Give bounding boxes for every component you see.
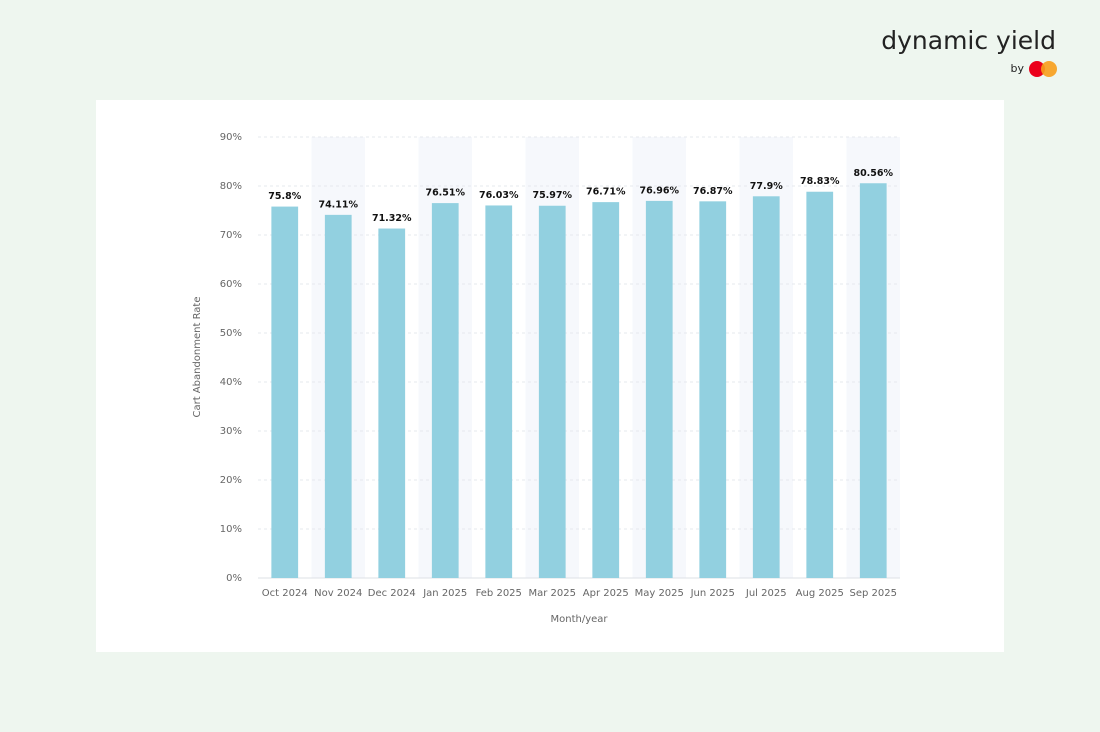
y-tick-label: 50% <box>220 328 242 339</box>
bar <box>271 206 299 578</box>
x-tick-label: Jun 2025 <box>690 588 735 599</box>
value-label: 76.03% <box>479 190 519 201</box>
bar <box>645 200 673 578</box>
x-tick-label: May 2025 <box>635 588 684 599</box>
brand-by: by <box>1011 62 1025 75</box>
value-label: 76.51% <box>425 188 465 199</box>
x-tick-label: Sep 2025 <box>850 588 897 599</box>
x-tick-label: Nov 2024 <box>314 588 362 599</box>
value-label: 75.8% <box>268 191 301 202</box>
value-label: 77.9% <box>750 181 783 192</box>
bar <box>806 191 834 578</box>
x-tick-label: Oct 2024 <box>262 588 308 599</box>
x-tick-label: Aug 2025 <box>796 588 844 599</box>
value-label: 80.56% <box>853 168 893 179</box>
x-axis-label: Month/year <box>550 614 608 625</box>
bar <box>752 196 780 579</box>
y-tick-label: 90% <box>220 132 242 143</box>
x-tick-label: Jul 2025 <box>745 588 787 599</box>
x-tick-label: Dec 2024 <box>368 588 416 599</box>
value-label: 76.71% <box>586 187 626 198</box>
y-tick-label: 30% <box>220 426 242 437</box>
y-tick-label: 80% <box>220 181 242 192</box>
bar <box>378 228 406 579</box>
value-label: 75.97% <box>532 190 572 201</box>
bar <box>485 205 513 578</box>
y-axis-label: Cart Abandonment Rate <box>192 296 203 417</box>
bar <box>859 183 887 579</box>
value-label: 71.32% <box>372 213 412 224</box>
logo-circle <box>1041 61 1057 77</box>
y-tick-label: 10% <box>220 524 242 535</box>
brand-name: dynamic yield <box>881 26 1056 55</box>
bar <box>592 202 620 578</box>
bar <box>431 203 459 578</box>
bar <box>324 214 352 578</box>
x-tick-label: Feb 2025 <box>476 588 522 599</box>
y-tick-label: 0% <box>226 573 242 584</box>
x-tick-label: Mar 2025 <box>529 588 577 599</box>
y-tick-label: 40% <box>220 377 242 388</box>
x-tick-label: Apr 2025 <box>583 588 629 599</box>
bar <box>699 201 727 578</box>
logo-circle <box>1029 61 1045 77</box>
value-label: 76.96% <box>639 185 679 196</box>
bar <box>538 205 566 578</box>
value-label: 76.87% <box>693 186 733 197</box>
x-tick-label: Jan 2025 <box>422 588 467 599</box>
y-tick-label: 60% <box>220 279 242 290</box>
value-label: 78.83% <box>800 176 840 187</box>
y-tick-label: 70% <box>220 230 242 241</box>
value-label: 74.11% <box>318 199 358 210</box>
y-tick-label: 20% <box>220 475 242 486</box>
